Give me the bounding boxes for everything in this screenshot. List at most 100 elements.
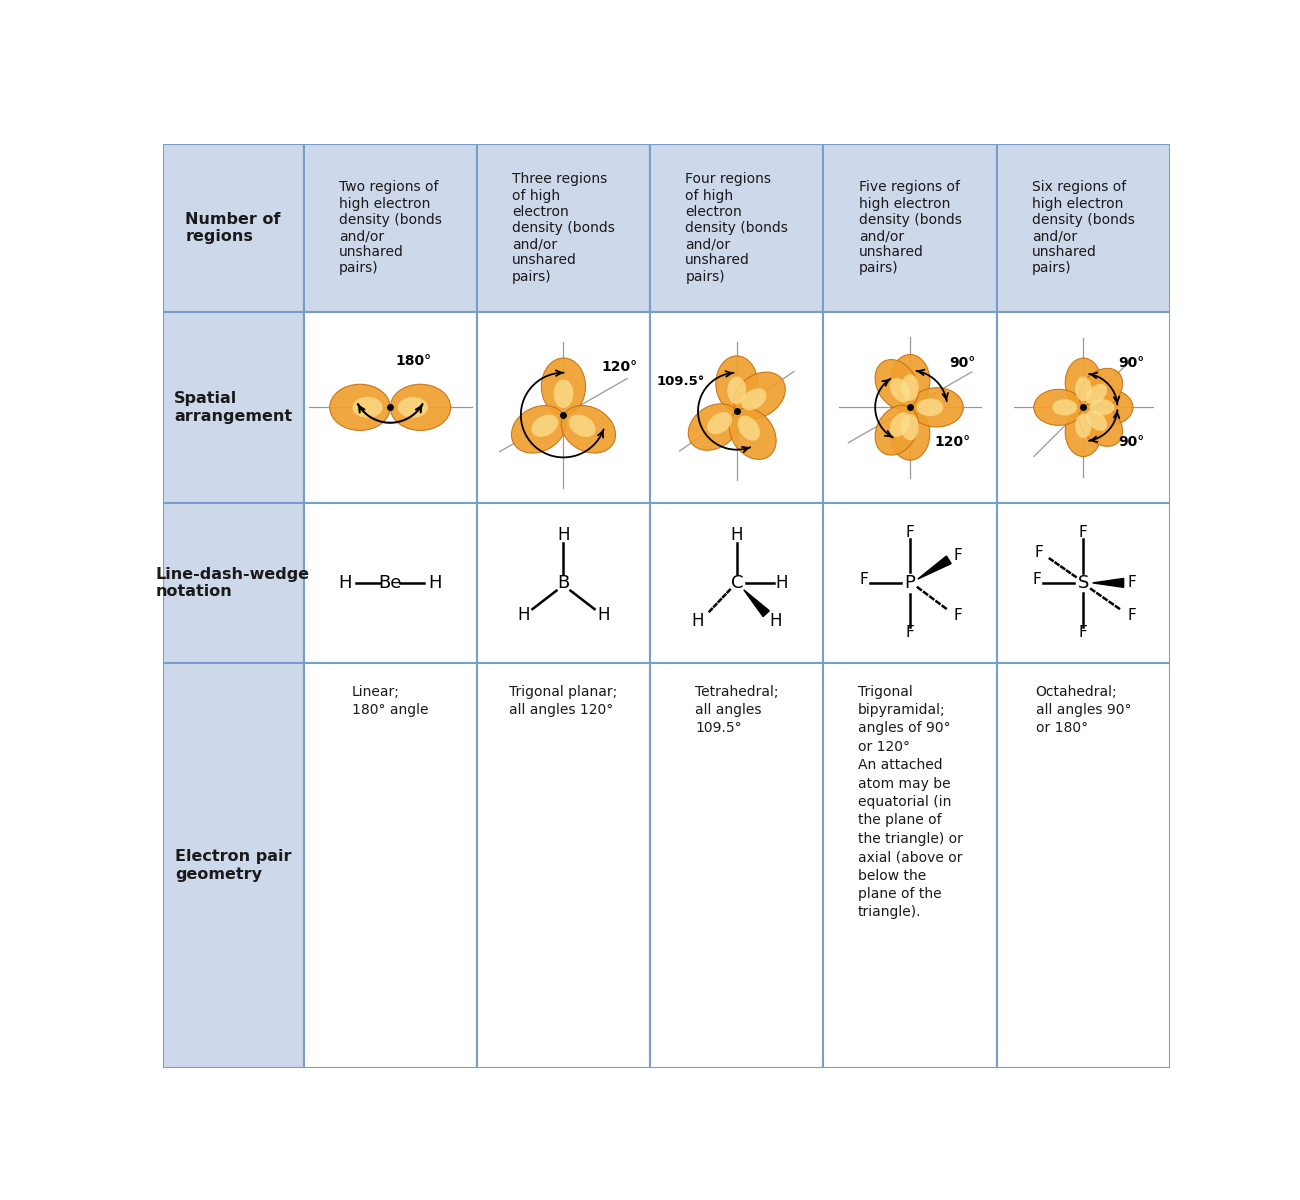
Text: 109.5°: 109.5° [656, 376, 705, 389]
Bar [997, 144, 1170, 312]
Ellipse shape [568, 415, 595, 437]
Polygon shape [744, 590, 770, 617]
Text: F: F [859, 571, 868, 587]
Text: 90°: 90° [949, 355, 976, 370]
Text: F: F [906, 526, 914, 540]
Text: H: H [731, 526, 744, 544]
Bar [304, 312, 477, 503]
Ellipse shape [554, 379, 573, 408]
Text: Be: Be [378, 574, 402, 592]
Ellipse shape [1083, 389, 1132, 425]
Ellipse shape [330, 384, 390, 431]
Text: Electron pair
geometry: Electron pair geometry [174, 850, 291, 882]
Ellipse shape [1089, 400, 1114, 415]
Text: F: F [1127, 576, 1136, 590]
Text: 180°: 180° [395, 354, 432, 368]
Bar [823, 662, 997, 1068]
Text: Six regions of
high electron
density (bonds
and/or
unshared
pairs): Six regions of high electron density (bo… [1032, 180, 1135, 276]
Ellipse shape [891, 378, 910, 402]
Ellipse shape [707, 412, 732, 434]
Bar [162, 503, 304, 662]
Text: Linear;
180° angle: Linear; 180° angle [352, 684, 429, 716]
Ellipse shape [901, 374, 919, 401]
Text: F: F [906, 625, 914, 641]
Text: F: F [954, 607, 962, 623]
Ellipse shape [891, 413, 910, 437]
Bar [650, 662, 823, 1068]
Ellipse shape [1075, 377, 1092, 401]
Text: 120°: 120° [601, 360, 637, 374]
Text: F: F [1032, 571, 1041, 587]
Ellipse shape [716, 356, 758, 412]
Text: Two regions of
high electron
density (bonds
and/or
unshared
pairs): Two regions of high electron density (bo… [339, 180, 442, 276]
Ellipse shape [875, 406, 918, 455]
Ellipse shape [728, 377, 746, 404]
Ellipse shape [1079, 368, 1123, 412]
Text: Five regions of
high electron
density (bonds
and/or
unshared
pairs): Five regions of high electron density (b… [858, 180, 962, 276]
Ellipse shape [901, 414, 919, 440]
Text: H: H [776, 574, 788, 592]
Bar [162, 144, 304, 312]
Bar [997, 312, 1170, 503]
Ellipse shape [1075, 414, 1092, 438]
Ellipse shape [875, 360, 918, 409]
Text: Three regions
of high
electron
density (bonds
and/or
unshared
pairs): Three regions of high electron density (… [512, 173, 615, 283]
Text: H: H [598, 606, 610, 624]
Ellipse shape [737, 415, 759, 440]
Bar [162, 312, 304, 503]
Text: Octahedral;
all angles 90°
or 180°: Octahedral; all angles 90° or 180° [1036, 684, 1131, 736]
Text: Trigonal
bipyramidal;
angles of 90°
or 120°
An attached
atom may be
equatorial (: Trigonal bipyramidal; angles of 90° or 1… [858, 684, 962, 919]
Bar [477, 144, 650, 312]
Ellipse shape [1086, 410, 1108, 431]
Ellipse shape [1065, 358, 1101, 407]
Ellipse shape [1053, 400, 1078, 415]
Bar [823, 503, 997, 662]
Text: F: F [1079, 625, 1088, 641]
Ellipse shape [688, 403, 740, 450]
Text: F: F [1079, 526, 1088, 540]
Text: 90°: 90° [1118, 434, 1144, 449]
Ellipse shape [910, 388, 963, 427]
Bar [477, 503, 650, 662]
Text: C: C [731, 574, 744, 592]
Ellipse shape [891, 407, 930, 460]
Text: Four regions
of high
electron
density (bonds
and/or
unshared
pairs): Four regions of high electron density (b… [685, 173, 788, 283]
Bar [650, 503, 823, 662]
Text: B: B [558, 574, 569, 592]
Ellipse shape [916, 398, 944, 416]
Text: Number of
regions: Number of regions [186, 211, 281, 244]
Bar [304, 662, 477, 1068]
Ellipse shape [352, 397, 382, 418]
Ellipse shape [1079, 403, 1123, 446]
Ellipse shape [398, 397, 428, 418]
Ellipse shape [733, 372, 785, 419]
Ellipse shape [1034, 389, 1083, 425]
Ellipse shape [390, 384, 451, 431]
Text: 90°: 90° [1118, 355, 1144, 370]
Text: H: H [517, 606, 529, 624]
Text: F: F [1127, 607, 1136, 623]
Bar [997, 662, 1170, 1068]
Polygon shape [918, 556, 952, 580]
Ellipse shape [891, 354, 930, 407]
Text: Tetrahedral;
all angles
109.5°: Tetrahedral; all angles 109.5° [696, 684, 779, 736]
Ellipse shape [532, 415, 558, 437]
Ellipse shape [729, 408, 776, 460]
Text: H: H [692, 612, 705, 630]
Bar [650, 144, 823, 312]
Text: F: F [1034, 545, 1043, 559]
Text: S: S [1078, 574, 1089, 592]
Bar [162, 662, 304, 1068]
Ellipse shape [1086, 384, 1108, 404]
Ellipse shape [1065, 407, 1101, 456]
Ellipse shape [511, 406, 566, 454]
Ellipse shape [541, 358, 585, 415]
Text: P: P [905, 574, 915, 592]
Ellipse shape [562, 406, 616, 454]
Bar [823, 312, 997, 503]
Polygon shape [1093, 578, 1123, 587]
Text: H: H [429, 574, 442, 592]
Text: H: H [558, 526, 569, 544]
Bar [304, 503, 477, 662]
Text: 120°: 120° [935, 434, 971, 449]
